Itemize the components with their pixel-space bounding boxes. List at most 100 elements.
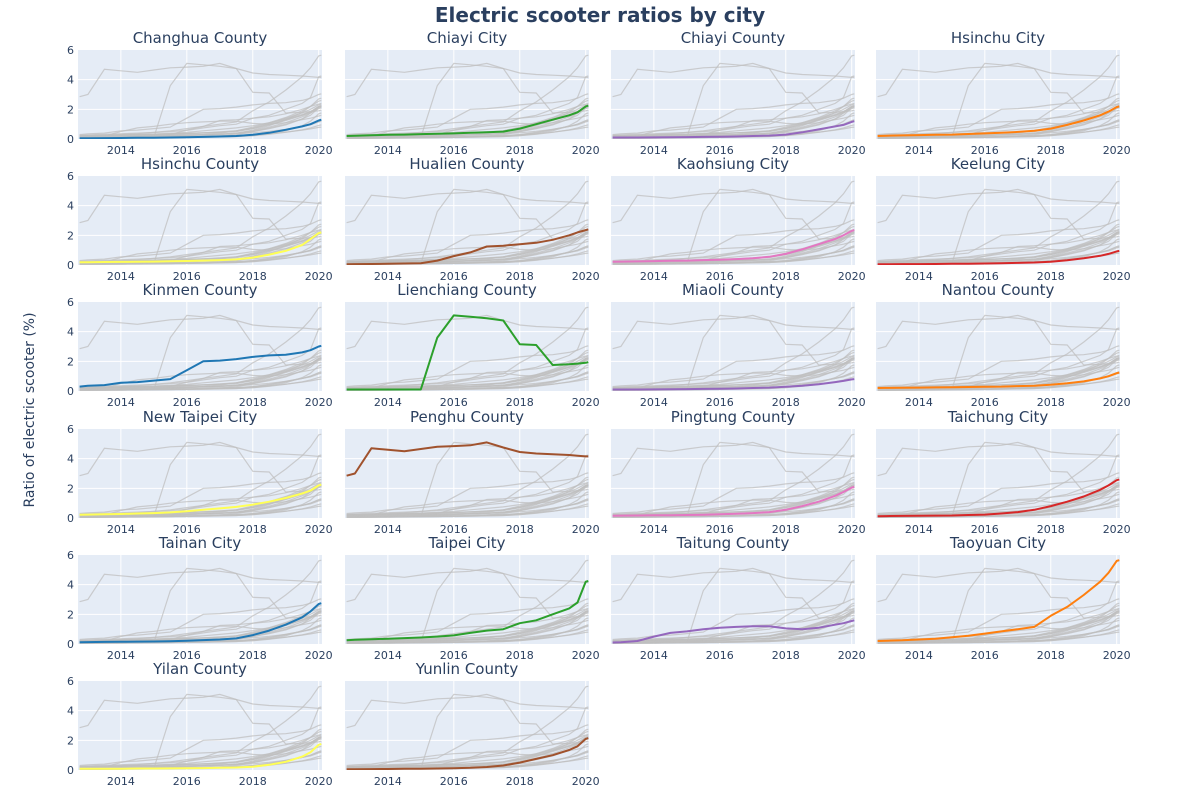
context-line-kinmen-county (79, 598, 322, 641)
y-tick-label: 4 (67, 200, 74, 213)
x-tick-label: 2018 (506, 144, 534, 157)
context-line-taitung-county (79, 366, 322, 391)
panel-yunlin-county: Yunlin County 2014 2016 2018 2020 (345, 660, 600, 788)
x-tick-label: 2016 (173, 523, 201, 536)
context-line-tainan-city (877, 223, 1120, 264)
context-line-yunlin-county (612, 611, 855, 644)
context-line-penghu-county (346, 567, 589, 603)
series-line-kinmen-county (79, 344, 322, 388)
context-line-taoyuan-city (612, 306, 855, 389)
panel-title-miaoli-county: Miaoli County (682, 281, 784, 299)
x-tick-label: 2014 (107, 270, 135, 283)
context-lines (612, 559, 855, 644)
plot-area-nantou-county (876, 302, 1120, 391)
panel-title-yunlin-county: Yunlin County (415, 660, 519, 678)
context-line-kinmen-county (346, 724, 589, 767)
y-tick-label: 0 (67, 638, 74, 651)
x-tick-label: 2020 (305, 396, 333, 409)
context-line-taoyuan-city (612, 559, 855, 642)
x-tick-label: 2020 (572, 775, 600, 788)
x-tick-label: 2016 (971, 144, 999, 157)
context-line-taoyuan-city (612, 54, 855, 137)
x-tick-label: 2016 (440, 523, 468, 536)
context-line-taitung-county (79, 240, 322, 265)
context-line-yunlin-county (877, 611, 1120, 644)
x-tick-label: 2014 (905, 523, 933, 536)
context-line-taitung-county (612, 366, 855, 391)
panel-title-penghu-county: Penghu County (410, 408, 524, 426)
series-line-hsinchu-city (877, 105, 1120, 137)
y-tick-label: 4 (67, 453, 74, 466)
x-tick-label: 2014 (640, 396, 668, 409)
context-line-taitung-county (346, 366, 589, 391)
y-tick-label: 6 (67, 44, 74, 57)
context-line-taitung-county (79, 745, 322, 770)
series-line-taipei-city (346, 580, 589, 642)
x-tick-label: 2016 (971, 649, 999, 662)
panel-hsinchu-city: Hsinchu City 2014 2016 2018 2020 (876, 29, 1131, 157)
y-tick-label: 6 (67, 296, 74, 309)
chart-title: Electric scooter ratios by city (435, 3, 765, 27)
x-tick-label: 2020 (305, 775, 333, 788)
context-line-yunlin-county (346, 485, 589, 518)
y-tick-label: 6 (67, 675, 74, 688)
x-tick-label: 2020 (305, 270, 333, 283)
context-line-yunlin-county (79, 358, 322, 391)
x-tick-label: 2020 (1103, 144, 1131, 157)
context-line-taitung-county (346, 619, 589, 644)
panel-hualien-county: Hualien County 2014 2016 2018 2020 (345, 155, 600, 283)
context-line-taitung-county (79, 114, 322, 139)
panel-title-chiayi-county: Chiayi County (681, 29, 786, 47)
x-tick-label: 2014 (107, 144, 135, 157)
x-tick-label: 2020 (572, 649, 600, 662)
context-line-taipei-city (346, 75, 589, 136)
x-tick-label: 2018 (1037, 270, 1065, 283)
context-line-taitung-county (79, 493, 322, 518)
series-line-yunlin-county (346, 737, 589, 770)
context-line-taipei-city (612, 75, 855, 136)
context-line-tainan-city (877, 602, 1120, 643)
context-line-yunlin-county (877, 358, 1120, 391)
context-line-penghu-county (79, 693, 322, 729)
x-tick-label: 2016 (173, 649, 201, 662)
series-line-penghu-county (346, 441, 589, 477)
context-line-taipei-city (79, 706, 322, 767)
context-line-yunlin-county (612, 232, 855, 265)
x-tick-label: 2018 (506, 523, 534, 536)
context-line-kinmen-county (877, 598, 1120, 641)
x-tick-label: 2014 (640, 523, 668, 536)
context-line-tainan-city (346, 476, 589, 517)
context-line-taipei-city (877, 454, 1120, 515)
context-line-tainan-city (612, 602, 855, 643)
plot-area-keelung-city (876, 176, 1120, 265)
context-line-taoyuan-city (346, 180, 589, 263)
context-line-tainan-city (877, 97, 1120, 138)
context-line-kinmen-county (346, 219, 589, 262)
panel-hsinchu-county: Hsinchu County 2014 2016 2018 2020 0 2 4 6 (67, 155, 333, 283)
x-tick-label: 2018 (239, 144, 267, 157)
x-tick-label: 2014 (107, 649, 135, 662)
context-line-kinmen-county (877, 472, 1120, 515)
x-tick-label: 2014 (374, 144, 402, 157)
x-tick-label: 2020 (838, 649, 866, 662)
plot-area-yunlin-county (345, 681, 589, 770)
context-line-taitung-county (612, 114, 855, 139)
plot-area-hualien-county (345, 176, 589, 265)
panel-title-pingtung-county: Pingtung County (671, 408, 796, 426)
x-tick-label: 2018 (239, 270, 267, 283)
context-line-kinmen-county (346, 472, 589, 515)
plot-area-taoyuan-city (876, 555, 1120, 644)
context-line-penghu-county (79, 188, 322, 224)
context-line-taipei-city (79, 201, 322, 262)
x-tick-label: 2014 (107, 775, 135, 788)
y-tick-label: 6 (67, 549, 74, 562)
context-line-penghu-county (612, 62, 855, 98)
x-tick-label: 2018 (772, 144, 800, 157)
context-line-yunlin-county (79, 611, 322, 644)
y-tick-label: 0 (67, 512, 74, 525)
series-line-pingtung-county (612, 485, 855, 517)
x-tick-label: 2020 (838, 144, 866, 157)
context-line-kinmen-county (877, 93, 1120, 136)
y-tick-label: 0 (67, 385, 74, 398)
